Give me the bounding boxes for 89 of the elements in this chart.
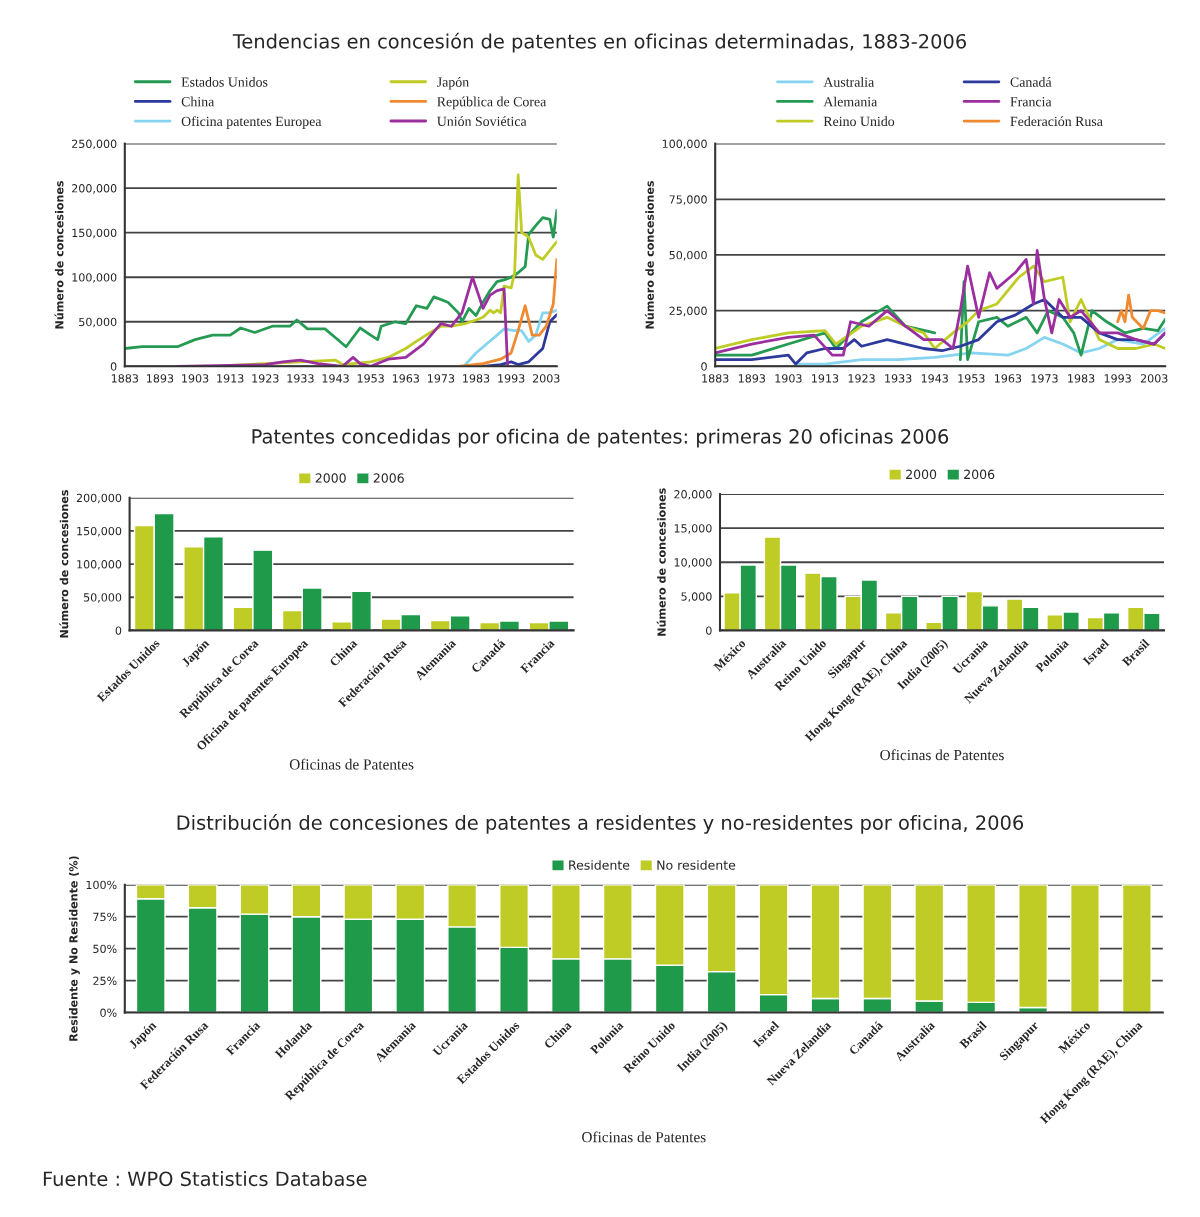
x-tick-label: 1903: [775, 374, 802, 383]
y-tick-label: 100,000: [662, 139, 707, 150]
x-tick-label: 1993: [1104, 374, 1131, 383]
y-tick-label: 100%: [86, 880, 117, 890]
y-axis-title: Número de concesiones: [54, 180, 64, 329]
legend-label: 2000: [906, 469, 937, 480]
line-series: [1116, 293, 1166, 330]
legend-label: China: [181, 96, 215, 107]
chart-title: Patentes concedidas por oficina de patentes: primeras 20 oficinas 2006: [252, 428, 949, 448]
x-tick-label: 1913: [217, 374, 244, 383]
y-tick-label: 250,000: [72, 139, 117, 150]
legend-label: 2000: [315, 473, 346, 483]
legend-label: Japón: [437, 76, 469, 90]
y-tick-label: 0: [706, 626, 712, 635]
x-tick-label: 1883: [111, 374, 139, 383]
x-tick-label: 1973: [427, 374, 455, 383]
x-tick-label: 1893: [147, 374, 174, 383]
legend-label: Australia: [823, 77, 875, 87]
y-tick-label: 75,000: [669, 195, 707, 205]
legend-label: Oficina patentes Europea: [181, 116, 322, 129]
y-tick-label: 150,000: [72, 228, 117, 239]
x-tick-label: 1913: [812, 374, 839, 383]
legend-label: Francia: [1010, 97, 1052, 107]
y-tick-label: 50%: [93, 944, 117, 954]
legend-label: No residente: [657, 860, 736, 870]
x-tick-label: 1983: [1068, 374, 1095, 383]
x-tick-label: 2003: [1140, 374, 1168, 383]
x-tick-label: 1943: [322, 374, 349, 383]
source-note: Fuente : WPO Statistics Database: [43, 1171, 367, 1187]
x-tick-label: 1933: [885, 374, 912, 383]
y-axis-title: Número de concesiones: [656, 488, 666, 636]
y-tick-label: 50,000: [79, 317, 117, 328]
x-tick-label: 1973: [1031, 374, 1058, 383]
y-tick-label: 200,000: [76, 493, 122, 504]
x-tick-label: 1923: [848, 374, 875, 383]
y-tick-label: 25%: [93, 976, 117, 985]
line-series: [715, 249, 1166, 357]
legend-label: República de Corea: [437, 96, 547, 110]
x-axis-title: Oficinas de Patentes: [880, 749, 1004, 761]
bar: [1069, 884, 1100, 1013]
x-tick-label: 1883: [702, 374, 729, 383]
y-tick-label: 25,000: [669, 306, 707, 317]
y-tick-label: 100,000: [72, 273, 117, 283]
x-tick-label: 1903: [182, 374, 209, 383]
x-tick-label: 1953: [958, 374, 985, 383]
legend-label: Reino Unido: [823, 116, 895, 127]
y-tick-label: 50,000: [83, 593, 122, 603]
x-tick-label: 1963: [994, 374, 1022, 383]
legend-label: Alemania: [823, 96, 878, 107]
y-tick-label: 0: [110, 362, 117, 371]
x-tick-label: 1993: [498, 374, 525, 383]
y-tick-label: 0: [115, 626, 122, 635]
x-axis-title: Oficinas de Patentes: [582, 1131, 706, 1143]
x-tick-label: 2003: [532, 374, 560, 383]
x-tick-label: 1923: [252, 374, 279, 383]
y-tick-label: 200,000: [72, 184, 117, 194]
legend-label: 2006: [964, 469, 995, 480]
line-series: [794, 327, 1166, 366]
y-tick-label: 15,000: [674, 524, 712, 534]
legend-label: 2006: [373, 473, 404, 483]
x-tick-label: 1953: [357, 374, 384, 383]
bar: [1018, 884, 1049, 1009]
y-tick-label: 0%: [100, 1008, 117, 1017]
x-tick-label: 1943: [921, 374, 948, 383]
legend-label: Estados Unidos: [181, 76, 268, 87]
y-tick-label: 150,000: [77, 526, 122, 537]
text: Tendencias en concesión de patentes en oficinas determinadas, 1883-2006: [232, 32, 966, 53]
y-tick-label: 100,000: [77, 560, 122, 570]
x-tick-label: 1893: [738, 374, 766, 383]
x-axis-title: Oficinas de Patentes: [289, 758, 414, 770]
bar: [1121, 884, 1152, 1013]
y-axis-title: Residente y No Residente (%): [69, 856, 80, 1041]
x-tick-label: 1963: [392, 374, 420, 383]
x-tick-label: 1933: [287, 374, 314, 383]
legend-label: Unión Soviética: [437, 116, 527, 126]
y-axis-title: Número de concesiones: [644, 180, 654, 329]
legend-label: Federación Rusa: [1010, 116, 1103, 127]
legend-label: Residente: [569, 860, 630, 870]
y-tick-label: 5,000: [681, 592, 712, 602]
y-tick-label: 50,000: [669, 250, 707, 261]
y-tick-label: 10,000: [674, 558, 712, 568]
chart-title: Distribución de concesiones de patentes a residentes y no-residentes por oficina, 2006: [177, 814, 1024, 834]
line-series: [124, 209, 557, 350]
y-tick-label: 0: [701, 362, 707, 371]
y-tick-label: 20,000: [674, 490, 712, 500]
y-tick-label: 75%: [93, 912, 117, 922]
y-axis-title: Número de concesiones: [59, 490, 69, 638]
legend-label: Canadá: [1010, 77, 1052, 87]
x-tick-label: 1983: [463, 374, 490, 383]
